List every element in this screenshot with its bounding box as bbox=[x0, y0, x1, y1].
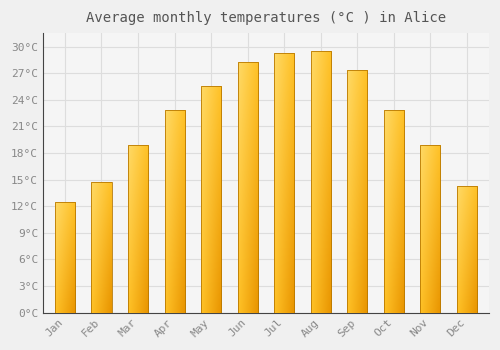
Bar bbox=[201, 86, 221, 313]
Bar bbox=[274, 53, 294, 313]
Bar bbox=[310, 51, 331, 313]
Bar bbox=[238, 63, 258, 313]
Bar bbox=[420, 145, 440, 313]
Bar bbox=[164, 110, 184, 313]
Bar bbox=[457, 186, 477, 313]
Bar bbox=[348, 70, 368, 313]
Bar bbox=[92, 182, 112, 313]
Bar bbox=[128, 145, 148, 313]
Bar bbox=[384, 110, 404, 313]
Bar bbox=[55, 202, 75, 313]
Title: Average monthly temperatures (°C ) in Alice: Average monthly temperatures (°C ) in Al… bbox=[86, 11, 446, 25]
